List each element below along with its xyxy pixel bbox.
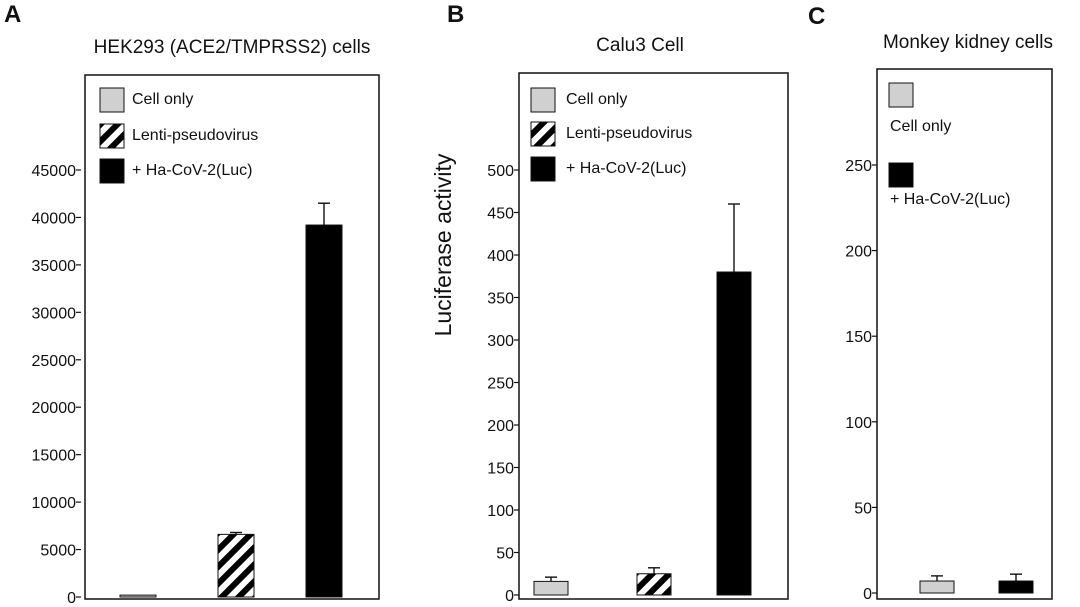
y-tick-label: 0 <box>505 588 514 605</box>
panel-c-legend: Cell only + Ha-CoV-2(Luc) <box>888 82 1011 208</box>
legend-swatch <box>530 156 556 182</box>
y-tick-label: 200 <box>845 244 872 261</box>
y-tick-label: 300 <box>487 333 514 350</box>
y-tick-label: 5000 <box>40 543 76 560</box>
panel-a: A HEK293 (ACE2/TMPRSS2) cells 0 5000 10000… <box>4 1 380 607</box>
panel-c: C Monkey kidney cells 0 50 100 150 200 250 Ce… <box>808 3 1053 603</box>
y-tick-label: 500 <box>487 163 514 180</box>
y-tick-label: 0 <box>863 586 872 603</box>
panel-b-frame <box>518 72 789 600</box>
y-tick-label: 10000 <box>32 495 77 512</box>
panel-c-title: Monkey kidney cells <box>883 32 1053 53</box>
y-tick-label: 150 <box>845 329 872 346</box>
panel-letter-a: A <box>4 1 21 28</box>
y-tick-label: 35000 <box>32 258 77 275</box>
y-tick-label: 40000 <box>32 210 77 227</box>
panel-b-legend: Cell only Lenti-pseudovirus + Ha-CoV-2(Luc… <box>530 87 692 182</box>
bar <box>636 573 672 596</box>
legend-label: Lenti-pseudovirus <box>566 125 692 142</box>
legend-label: Cell only <box>566 91 627 108</box>
panel-b: B Calu3 Cell Luciferase activity 0 50 100 1… <box>430 1 789 605</box>
legend-label: Lenti-pseudovirus <box>132 127 258 144</box>
legend-label: + Ha-CoV-2(Luc) <box>566 160 687 177</box>
y-tick-label: 350 <box>487 291 514 308</box>
bar <box>217 533 255 598</box>
y-tick-label: 0 <box>67 590 76 607</box>
bar <box>119 594 157 598</box>
legend-swatch <box>99 158 125 184</box>
legend-swatch <box>530 87 556 113</box>
legend-swatch <box>99 123 125 149</box>
y-tick-label: 50 <box>854 500 872 517</box>
y-tick-label: 45000 <box>32 163 77 180</box>
legend-label: + Ha-CoV-2(Luc) <box>132 162 253 179</box>
y-tick-label: 450 <box>487 206 514 223</box>
y-tick-label: 200 <box>487 418 514 435</box>
panel-a-yaxis: 0 5000 10000 15000 20000 25000 30000 35000 40000… <box>32 163 81 607</box>
panel-a-bars <box>119 202 343 598</box>
panel-a-legend: Cell only Lenti-pseudovirus + Ha-CoV-2(Luc… <box>99 87 258 184</box>
bar <box>919 580 955 594</box>
legend-swatch <box>888 82 914 108</box>
legend-label: Cell only <box>890 118 951 135</box>
legend-swatch <box>530 121 556 147</box>
legend-swatch <box>99 87 125 113</box>
y-tick-label: 400 <box>487 248 514 265</box>
panel-letter-b: B <box>447 1 464 28</box>
panel-c-yaxis: 0 50 100 150 200 250 <box>845 158 877 603</box>
panel-a-title: HEK293 (ACE2/TMPRSS2) cells <box>94 37 371 58</box>
legend-swatch <box>888 162 914 188</box>
bar <box>533 580 569 596</box>
y-tick-label: 25000 <box>32 353 77 370</box>
y-tick-label: 150 <box>487 461 514 478</box>
legend-label: + Ha-CoV-2(Luc) <box>890 191 1011 208</box>
legend-label: Cell only <box>132 91 193 108</box>
bar <box>305 224 343 598</box>
y-tick-label: 250 <box>845 158 872 175</box>
y-tick-label: 20000 <box>32 400 77 417</box>
y-tick-label: 100 <box>487 503 514 520</box>
panel-c-frame <box>876 68 1053 600</box>
y-tick-label: 250 <box>487 376 514 393</box>
panel-a-frame <box>84 74 380 600</box>
bar <box>716 271 752 596</box>
panel-c-bars <box>919 573 1034 594</box>
y-tick-label: 30000 <box>32 305 77 322</box>
y-tick-label: 50 <box>496 546 514 563</box>
y-tick-label: 15000 <box>32 448 77 465</box>
y-tick-label: 100 <box>845 415 872 432</box>
bar <box>998 580 1034 594</box>
panel-b-title: Calu3 Cell <box>596 35 684 56</box>
panel-b-bars <box>533 203 752 596</box>
panel-b-ylabel: Luciferase activity <box>430 153 456 336</box>
panel-letter-c: C <box>808 3 825 30</box>
panel-b-yaxis: 0 50 100 150 200 250 300 350 400 450 500 <box>487 163 519 605</box>
